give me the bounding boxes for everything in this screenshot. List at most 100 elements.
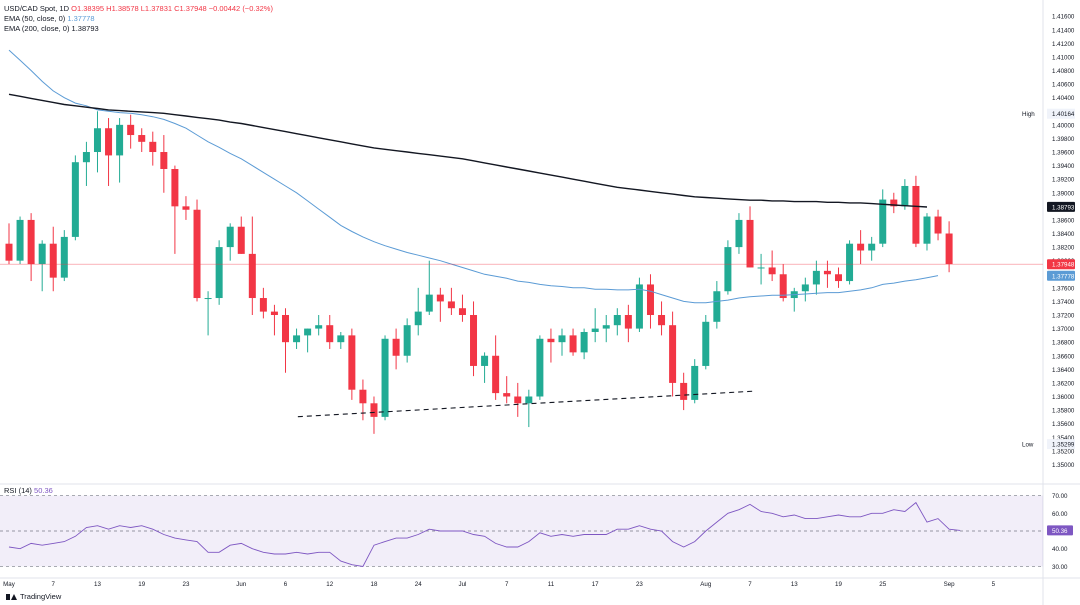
rsi-legend[interactable]: RSI (14) 50.36 bbox=[4, 486, 53, 495]
candle-down bbox=[503, 393, 511, 397]
x-tick-label: 5 bbox=[992, 581, 996, 588]
y-tick-label: 1.38200 bbox=[1052, 245, 1075, 252]
tradingview-logo[interactable]: TradingView bbox=[6, 592, 61, 601]
candle-down bbox=[359, 389, 367, 404]
candle-down bbox=[193, 209, 201, 299]
candle-down bbox=[326, 325, 334, 343]
symbol-legend: USD/CAD Spot, 1D O1.38395 H1.38578 L1.37… bbox=[4, 4, 273, 14]
candle-up bbox=[71, 162, 79, 237]
candle-up bbox=[82, 152, 90, 163]
chart-legend: USD/CAD Spot, 1D O1.38395 H1.38578 L1.37… bbox=[4, 4, 273, 34]
rsi-tick-label: 60.00 bbox=[1052, 511, 1068, 518]
price-label-tag bbox=[1047, 259, 1075, 270]
candle-up bbox=[702, 321, 710, 366]
candle-down bbox=[912, 185, 920, 244]
tradingview-logo-icon bbox=[6, 593, 17, 601]
x-tick-label: 23 bbox=[636, 581, 643, 588]
ema50-line bbox=[8, 49, 939, 304]
candle-down bbox=[149, 141, 157, 153]
candle-up bbox=[591, 328, 599, 332]
rsi-legend-value: 50.36 bbox=[34, 486, 53, 495]
candle-down bbox=[669, 325, 677, 383]
candle-down bbox=[436, 294, 444, 302]
rsi-value-label: 50.36 bbox=[1052, 528, 1068, 535]
candle-up bbox=[481, 355, 489, 366]
candle-down bbox=[392, 338, 400, 356]
candle-up bbox=[868, 243, 876, 251]
y-tick-label: 1.39400 bbox=[1052, 163, 1075, 170]
y-tick-label: 1.37200 bbox=[1052, 313, 1075, 320]
rsi-tick-label: 40.00 bbox=[1052, 546, 1068, 553]
ohlc-readout: O1.38395 H1.38578 L1.37831 C1.37948 −0.0… bbox=[71, 4, 273, 13]
x-tick-label: 13 bbox=[791, 581, 798, 588]
x-tick-label: 17 bbox=[592, 581, 599, 588]
x-tick-label: 7 bbox=[748, 581, 752, 588]
candle-down bbox=[49, 243, 57, 278]
x-tick-label: 12 bbox=[326, 581, 333, 588]
price-label-title: High bbox=[1022, 111, 1035, 118]
candle-down bbox=[5, 243, 13, 261]
candle-up bbox=[724, 247, 732, 292]
y-tick-label: 1.39800 bbox=[1052, 136, 1075, 143]
candle-up bbox=[337, 335, 345, 343]
ema50-legend[interactable]: EMA (50, close, 0) 1.37778 bbox=[4, 14, 273, 24]
candle-down bbox=[492, 355, 500, 394]
candle-up bbox=[525, 396, 533, 404]
candle-up bbox=[304, 328, 312, 336]
candle-down bbox=[259, 298, 267, 312]
candle-up bbox=[414, 311, 422, 326]
price-label-value: 1.35299 bbox=[1052, 442, 1075, 449]
y-tick-label: 1.39600 bbox=[1052, 150, 1075, 157]
candle-down bbox=[282, 315, 289, 343]
candle-up bbox=[901, 185, 909, 207]
ema200-line bbox=[8, 93, 928, 208]
candle-up bbox=[425, 294, 433, 312]
ema50-value: 1.37778 bbox=[67, 14, 95, 23]
candle-down bbox=[768, 267, 776, 275]
rsi-line bbox=[8, 501, 961, 567]
price-label-tag bbox=[1047, 108, 1075, 119]
candle-up bbox=[116, 124, 124, 156]
y-tick-label: 1.41400 bbox=[1052, 27, 1075, 34]
candle-up bbox=[801, 284, 809, 292]
candle-down bbox=[105, 128, 113, 156]
y-tick-label: 1.36200 bbox=[1052, 380, 1075, 387]
y-tick-label: 1.37400 bbox=[1052, 299, 1075, 306]
y-tick-label: 1.39200 bbox=[1052, 177, 1075, 184]
y-tick-label: 1.36800 bbox=[1052, 340, 1075, 347]
y-tick-label: 1.37000 bbox=[1052, 326, 1075, 333]
x-tick-label: 19 bbox=[138, 581, 145, 588]
y-tick-label: 1.40000 bbox=[1052, 122, 1075, 129]
candle-down bbox=[569, 335, 577, 353]
rsi-value-tag bbox=[1047, 525, 1073, 536]
ema200-legend[interactable]: EMA (200, close, 0) 1.38793 bbox=[4, 24, 273, 34]
x-tick-label: 7 bbox=[52, 581, 56, 588]
candle-down bbox=[182, 206, 190, 210]
candle-down bbox=[237, 226, 245, 254]
y-tick-label: 1.35400 bbox=[1052, 435, 1075, 442]
candle-up bbox=[558, 335, 566, 343]
candle-down bbox=[823, 270, 831, 275]
x-tick-label: Sep bbox=[944, 581, 956, 588]
ema50-label: EMA (50, close, 0) bbox=[4, 14, 66, 23]
candle-down bbox=[658, 315, 666, 326]
support-trendline bbox=[297, 390, 755, 418]
y-tick-label: 1.41200 bbox=[1052, 41, 1075, 48]
y-tick-label: 1.35600 bbox=[1052, 421, 1075, 428]
candle-down bbox=[857, 243, 865, 251]
candle-down bbox=[624, 315, 632, 329]
candle-up bbox=[38, 243, 46, 265]
candle-up bbox=[60, 236, 68, 278]
candle-down bbox=[160, 152, 168, 169]
candle-down bbox=[370, 403, 378, 417]
tradingview-brand: TradingView bbox=[20, 592, 62, 601]
candle-up bbox=[403, 325, 411, 356]
candle-down bbox=[746, 219, 754, 268]
candle-down bbox=[458, 308, 466, 316]
rsi-tick-label: 70.00 bbox=[1052, 493, 1068, 500]
candle-down bbox=[890, 199, 898, 207]
candle-up bbox=[226, 226, 234, 248]
y-tick-label: 1.36000 bbox=[1052, 394, 1075, 401]
candle-down bbox=[547, 338, 555, 343]
